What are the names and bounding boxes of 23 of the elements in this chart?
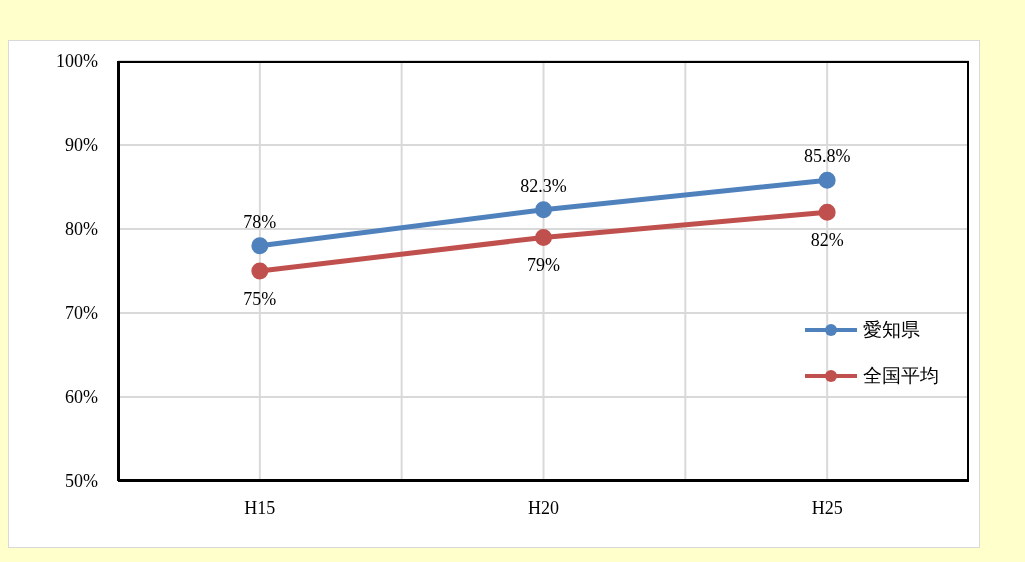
data-label: 78% [243,211,277,232]
x-tick-label: H20 [528,497,559,518]
point [251,262,269,280]
point [535,228,552,246]
y-tick-label: 90% [65,135,98,156]
x-tick-label: H25 [811,497,843,518]
point [251,237,269,255]
data-label: 82% [810,230,844,251]
data-label: 75% [243,289,277,309]
data-label: 79% [527,255,560,276]
point [535,201,552,219]
y-tick-label: 80% [65,219,98,240]
x-tick-label: H15 [244,497,276,518]
y-tick-label: 70% [65,303,98,324]
data-label: 85.8% [803,146,851,167]
legend-label: 愛知県 [863,318,920,342]
y-tick-label: 60% [65,387,98,408]
y-tick-label: 100% [56,51,98,72]
data-label: 82.3% [520,175,567,196]
point [818,171,836,189]
legend-label: 全国平均 [863,364,939,388]
point [818,203,836,221]
y-tick-label: 50% [65,471,98,492]
